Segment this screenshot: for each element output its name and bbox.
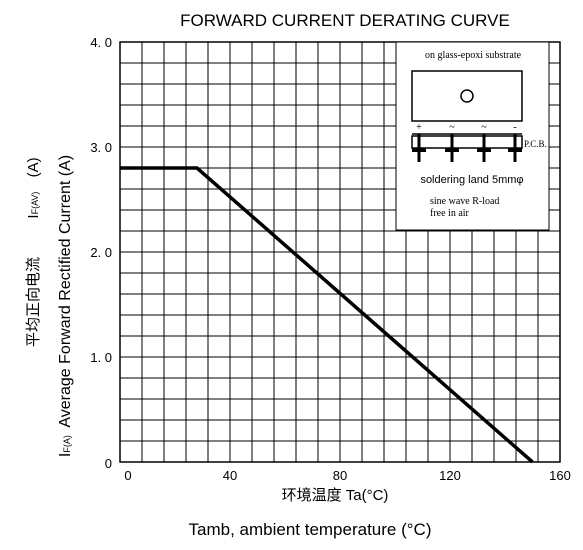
y-symbol-sub: F(AV) [30,192,40,215]
y-axis-symbol-group: IF(AV) (A) [25,157,42,218]
x-tick-label: 40 [223,468,237,483]
x-tick-label: 120 [439,468,461,483]
y-axis-symbol: IF(AV) (A) [25,157,42,218]
y-symbol-i: I [25,214,42,218]
free-air-note: free in air [430,208,470,219]
pin-label-1: + [416,122,422,133]
pcb-board [411,135,523,149]
x-axis-title-cn: 环境温度 Ta(°C) [282,486,389,504]
pcb-label: P.C.B. [524,139,547,149]
series-layer [120,166,534,464]
x-tick-label: 160 [549,468,571,483]
y-axis-title: IF(A) Average Forward Rectified Current … [57,155,74,457]
x-axis-title: Tamb, ambient temperature (°C) [189,520,432,539]
soldering-land-label: soldering land 5mmφ [420,174,523,186]
y-axis-title-text: Average Forward Rectified Current (A) [57,155,74,428]
y-tick-label: 1. 0 [90,350,112,365]
x-tick-label: 80 [333,468,347,483]
derating-curve [120,166,534,464]
tick-labels: 0 40 80 120 160 0 1. 0 2. 0 3. 0 4. 0 [90,35,571,483]
plot-frame [119,41,561,463]
sine-wave-note: sine wave R-load [430,196,499,207]
mounting-inset: on glass-epoxi substrate + ~ ~ - P.C.B. … [395,41,550,231]
y-tick-label: 0 [105,456,112,471]
y-tick-label: 4. 0 [90,35,112,50]
y-tick-label: 2. 0 [90,245,112,260]
y-symbol2-i: I [57,453,74,457]
inset-substrate-label: on glass-epoxi substrate [425,50,522,61]
x-tick-label: 0 [124,468,131,483]
y-tick-label: 3. 0 [90,140,112,155]
y-axis-title-cn-group: 平均正向电流 [25,257,42,347]
package-hole-icon [460,89,474,103]
y-axis-title-cn: 平均正向电流 [25,257,42,347]
chart-title: FORWARD CURRENT DERATING CURVE [180,11,510,30]
y-symbol-unit: (A) [25,157,42,177]
y-axis-title-group: IF(A) Average Forward Rectified Current … [57,155,74,457]
y-symbol2-sub: F(A) [62,435,72,453]
pin-label-4: - [513,122,516,133]
pin-label-3: ~ [481,122,487,133]
pin-label-2: ~ [449,122,455,133]
